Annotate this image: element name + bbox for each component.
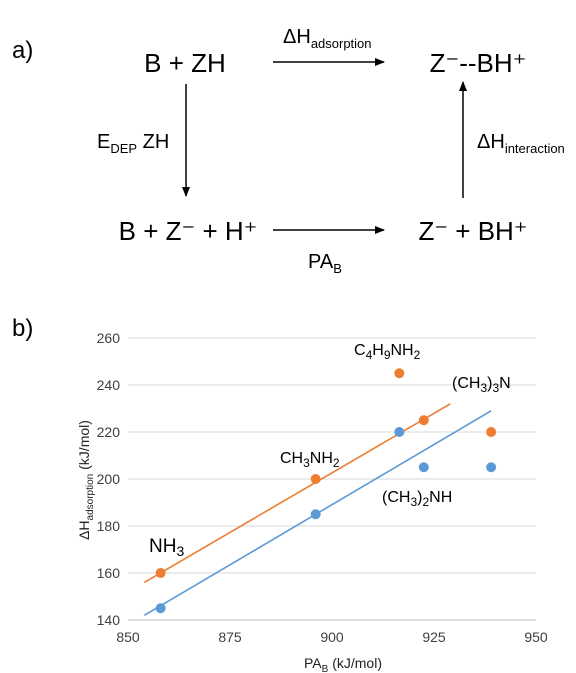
annotation-c4h9nh2: C4H9NH2 [354, 342, 421, 362]
scatter-chart: 140 160 180 200 220 240 260 850 875 900 925 950 NH3 C… [97, 330, 548, 645]
y-tick-label: 200 [97, 471, 121, 487]
data-point-orange [155, 568, 166, 578]
data-point-orange [310, 474, 321, 484]
y-tick-label: 160 [97, 565, 121, 581]
annotation-ch3nh2: CH3NH2 [280, 450, 340, 470]
data-point-blue [155, 603, 166, 614]
y-axis-label: ΔHadsorption (kJ/mol) [76, 420, 96, 540]
y-tick-label: 240 [97, 377, 121, 393]
x-tick-label: 950 [524, 629, 548, 645]
panel-b-label: b) [12, 315, 33, 342]
data-point-orange [486, 427, 497, 437]
reactant-state: B + ZH [144, 48, 226, 78]
y-tick-label: 180 [97, 518, 121, 534]
y-tick-label: 140 [97, 612, 121, 628]
intermediate-state: Z⁻ + BH⁺ [418, 216, 527, 246]
panel-b: b) 140 160 180 200 220 240 260 850 875 900 925 950 N… [12, 315, 548, 673]
y-tick-label: 260 [97, 330, 121, 346]
annotation-ch32nh: (CH3)2NH [382, 489, 452, 509]
data-point-blue [394, 427, 405, 437]
x-tick-label: 900 [320, 629, 344, 645]
data-point-blue [486, 462, 497, 473]
annotation-nh3: NH3 [149, 536, 184, 559]
annotation-ch33n: (CH3)3N [452, 375, 511, 395]
data-point-orange [418, 415, 429, 426]
panel-a-label: a) [12, 37, 33, 64]
y-tick-label: 220 [97, 424, 121, 440]
x-tick-label: 925 [422, 629, 446, 645]
dissociated-state: B + Z⁻ + H⁺ [119, 216, 258, 246]
adsorption-label: ΔHadsorption [283, 26, 372, 51]
data-point-orange [394, 368, 405, 379]
data-point-blue [310, 509, 321, 520]
panel-a: a) B + ZH Z⁻--BH⁺ B + Z⁻ + H⁺ Z⁻ + BH⁺ Δ… [12, 26, 565, 276]
product-state: Z⁻--BH⁺ [430, 48, 527, 78]
x-axis-label: PAB (kJ/mol) [304, 655, 382, 673]
x-tick-label: 875 [218, 629, 242, 645]
x-tick-label: 850 [116, 629, 140, 645]
interaction-label: ΔHinteraction [477, 131, 565, 156]
proton-affinity-label: PAB [308, 251, 342, 276]
data-point-blue [418, 462, 429, 473]
deprotonation-label: EDEP ZH [97, 131, 169, 156]
